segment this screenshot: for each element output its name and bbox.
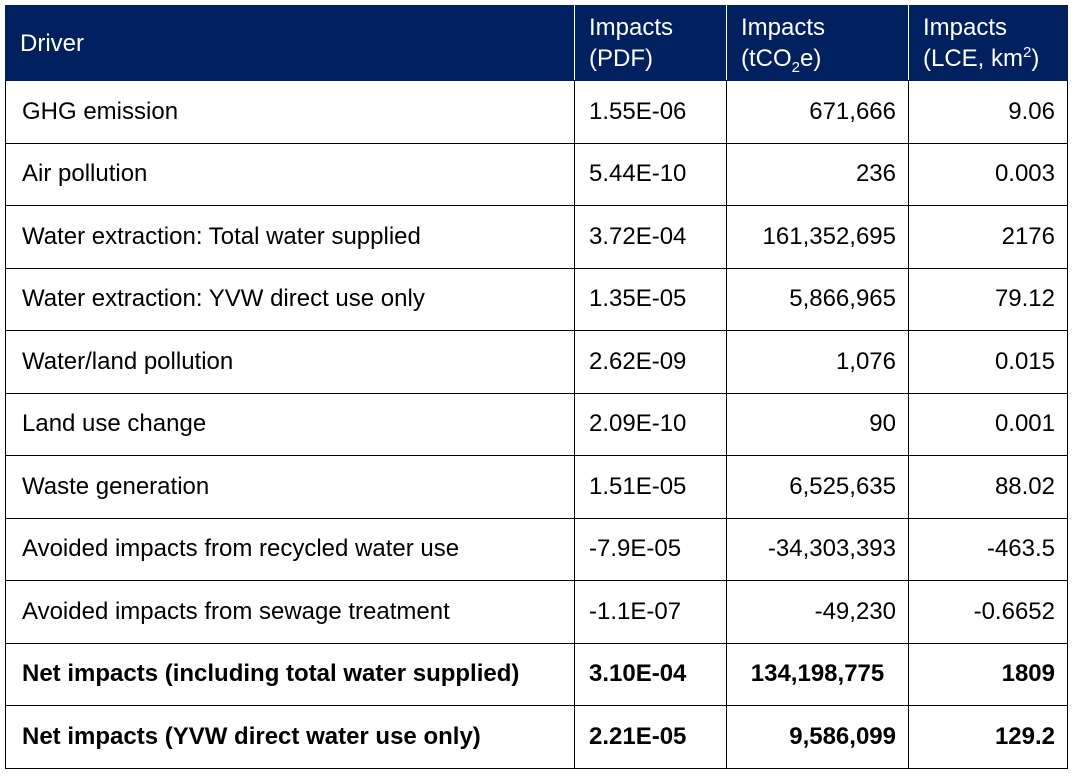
header-driver: Driver (5, 5, 575, 81)
header-tco2-line1: Impacts (741, 14, 826, 41)
cell-tco2e: 671,666 (726, 80, 909, 144)
cell-tco2e: 9,586,099 (726, 705, 909, 769)
cell-tco2e: 236 (726, 142, 909, 206)
cell-tco2e: 161,352,695 (726, 205, 909, 269)
cell-lce: 129.2 (908, 705, 1068, 769)
cell-lce: 2176 (908, 205, 1068, 269)
cell-driver: Air pollution (5, 142, 575, 206)
cell-lce: 0.003 (908, 142, 1068, 206)
header-tco2-post: e) (800, 45, 822, 72)
cell-driver: Waste generation (5, 455, 575, 519)
cell-lce: -0.6652 (908, 580, 1068, 644)
cell-lce: 0.001 (908, 392, 1068, 456)
cell-pdf: 2.62E-09 (574, 330, 727, 394)
cell-driver: Water/land pollution (5, 330, 575, 394)
cell-driver: Avoided impacts from recycled water use (5, 517, 575, 581)
cell-tco2e: 134,198,775 (726, 642, 909, 706)
cell-driver: Water extraction: Total water supplied (5, 205, 575, 269)
table-row: Land use change 2.09E-10 90 0.001 (5, 392, 1068, 456)
total-row: Net impacts (including total water suppl… (5, 642, 1068, 706)
cell-driver: Water extraction: YVW direct use only (5, 267, 575, 331)
table-row: Water extraction: Total water supplied 3… (5, 205, 1068, 269)
cell-tco2e: -49,230 (726, 580, 909, 644)
cell-lce: -463.5 (908, 517, 1068, 581)
header-impacts-tco2e: Impacts (tCO2e) (726, 5, 909, 81)
impacts-table: Driver Impacts (PDF) Impacts (tCO2e) Imp… (5, 5, 1068, 769)
cell-lce: 88.02 (908, 455, 1068, 519)
header-tco2-sub: 2 (791, 58, 801, 76)
header-lce-pre: (LCE, km (923, 45, 1024, 72)
cell-pdf: 2.21E-05 (574, 705, 727, 769)
header-driver-label: Driver (20, 29, 84, 57)
cell-driver: Net impacts (including total water suppl… (5, 642, 575, 706)
cell-pdf: 1.35E-05 (574, 267, 727, 331)
cell-tco2e: 5,866,965 (726, 267, 909, 331)
cell-pdf: 5.44E-10 (574, 142, 727, 206)
cell-driver: GHG emission (5, 80, 575, 144)
header-lce-post: ) (1031, 45, 1040, 72)
total-row: Net impacts (YVW direct water use only) … (5, 705, 1068, 769)
cell-pdf: 2.09E-10 (574, 392, 727, 456)
cell-tco2e: 90 (726, 392, 909, 456)
cell-pdf: 1.55E-06 (574, 80, 727, 144)
header-impacts-pdf: Impacts (PDF) (574, 5, 727, 81)
cell-pdf: -7.9E-05 (574, 517, 727, 581)
cell-lce: 0.015 (908, 330, 1068, 394)
header-impacts-lce: Impacts (LCE, km2) (908, 5, 1068, 81)
header-lce-line2: (LCE, km2) (923, 43, 1053, 74)
cell-driver: Net impacts (YVW direct water use only) (5, 705, 575, 769)
header-tco2-pre: (tCO (741, 45, 792, 72)
cell-driver: Land use change (5, 392, 575, 456)
cell-pdf: 3.10E-04 (574, 642, 727, 706)
cell-lce: 79.12 (908, 267, 1068, 331)
cell-tco2e: -34,303,393 (726, 517, 909, 581)
table-row: Avoided impacts from recycled water use … (5, 517, 1068, 581)
header-tco2-line2: (tCO2e) (741, 43, 894, 76)
table-row: Water/land pollution 2.62E-09 1,076 0.01… (5, 330, 1068, 394)
cell-pdf: -1.1E-07 (574, 580, 727, 644)
cell-driver: Avoided impacts from sewage treatment (5, 580, 575, 644)
table-row: Air pollution 5.44E-10 236 0.003 (5, 142, 1068, 206)
cell-pdf: 3.72E-04 (574, 205, 727, 269)
table-row: GHG emission 1.55E-06 671,666 9.06 (5, 80, 1068, 144)
table-row: Waste generation 1.51E-05 6,525,635 88.0… (5, 455, 1068, 519)
cell-lce: 1809 (908, 642, 1068, 706)
header-pdf-line2: (PDF) (589, 45, 653, 72)
header-lce-line1: Impacts (923, 14, 1008, 41)
table-row: Avoided impacts from sewage treatment -1… (5, 580, 1068, 644)
cell-pdf: 1.51E-05 (574, 455, 727, 519)
cell-tco2e: 1,076 (726, 330, 909, 394)
header-lce-sup: 2 (1023, 44, 1032, 61)
cell-lce: 9.06 (908, 80, 1068, 144)
cell-tco2e: 6,525,635 (726, 455, 909, 519)
header-pdf-line1: Impacts (589, 14, 674, 41)
table-row: Water extraction: YVW direct use only 1.… (5, 267, 1068, 331)
header-row: Driver Impacts (PDF) Impacts (tCO2e) Imp… (5, 5, 1068, 81)
